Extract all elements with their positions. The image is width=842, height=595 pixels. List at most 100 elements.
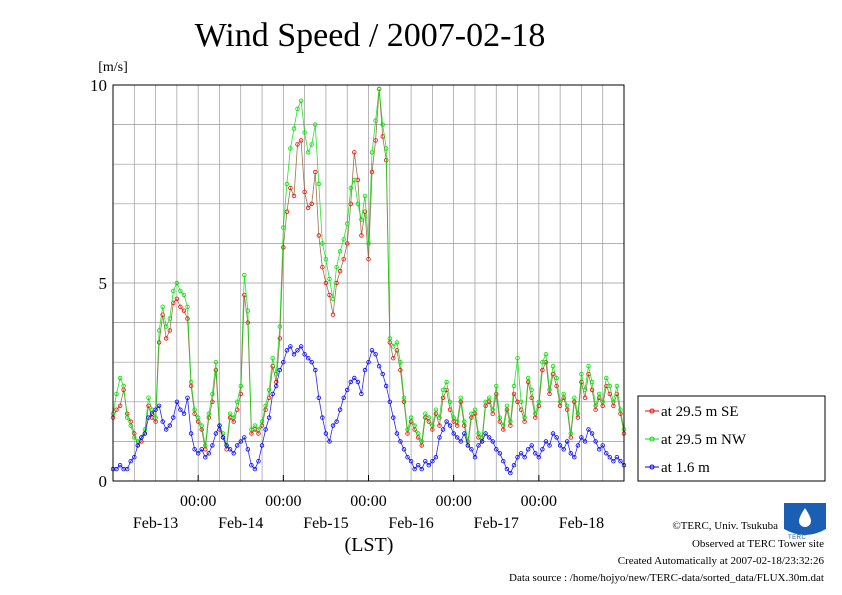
- data-point: [614, 455, 620, 460]
- data-point: [444, 419, 449, 424]
- data-point: [604, 451, 609, 456]
- data-point: [540, 367, 545, 373]
- data-point: [405, 431, 410, 436]
- data-point: [231, 415, 236, 420]
- data-point: [462, 423, 467, 428]
- data-point: [380, 371, 385, 377]
- data-point: [337, 268, 343, 274]
- data-point: [270, 391, 275, 397]
- data-point: [366, 257, 371, 262]
- data-point: [565, 439, 570, 444]
- data-point: [366, 241, 371, 246]
- data-point: [298, 138, 304, 143]
- data-point: [589, 387, 595, 393]
- data-point: [355, 201, 361, 206]
- data-point: [373, 352, 378, 357]
- y-tick-label: 5: [99, 274, 108, 293]
- data-point: [408, 459, 414, 464]
- data-point: [572, 395, 577, 400]
- data-point: [504, 403, 510, 408]
- data-point: [171, 415, 176, 420]
- data-point: [256, 431, 261, 436]
- data-point: [306, 205, 311, 210]
- data-point: [330, 423, 336, 428]
- data-point: [557, 399, 563, 404]
- data-point: [352, 375, 357, 381]
- data-point: [430, 459, 435, 464]
- data-point: [284, 209, 290, 214]
- legend-label: at 1.6 m: [661, 460, 710, 476]
- data-point: [327, 292, 332, 298]
- y-tick-label: 0: [99, 472, 108, 491]
- legend: at 29.5 m SE at 29.5 m NW at 1.6 m: [637, 395, 826, 482]
- data-point: [195, 451, 201, 456]
- data-point: [206, 451, 211, 456]
- data-point: [277, 324, 282, 329]
- data-point: [114, 391, 119, 397]
- data-point: [114, 407, 119, 412]
- data-point: [387, 336, 392, 341]
- data-point: [483, 431, 488, 436]
- data-point: [359, 391, 364, 397]
- data-point: [330, 312, 336, 317]
- data-point: [586, 364, 591, 369]
- data-point: [227, 447, 233, 452]
- data-point: [369, 348, 375, 353]
- data-point: [369, 169, 375, 175]
- data-point: [323, 257, 329, 262]
- data-point: [391, 344, 396, 349]
- data-point: [611, 403, 616, 408]
- data-point: [327, 439, 332, 444]
- data-point: [156, 403, 162, 408]
- data-point: [192, 407, 197, 412]
- data-point: [117, 403, 123, 408]
- data-point: [419, 443, 424, 448]
- data-point: [430, 423, 435, 428]
- data-point: [405, 455, 410, 460]
- data-point: [440, 427, 446, 432]
- data-point: [362, 193, 368, 199]
- data-point: [600, 399, 605, 404]
- data-point: [405, 427, 410, 432]
- data-point: [334, 419, 339, 424]
- data-point: [376, 86, 382, 92]
- data-point: [295, 106, 300, 111]
- data-point: [518, 399, 524, 404]
- data-point: [291, 126, 297, 131]
- data-point: [607, 455, 612, 460]
- data-point: [121, 383, 126, 389]
- data-point: [334, 265, 339, 270]
- data-point: [550, 371, 556, 377]
- data-point: [547, 443, 552, 448]
- data-point: [398, 360, 403, 365]
- data-series: [110, 86, 627, 476]
- data-point: [508, 419, 513, 424]
- data-point: [614, 383, 620, 389]
- data-point: [554, 435, 559, 440]
- data-point: [451, 431, 456, 436]
- data-point: [298, 98, 304, 103]
- data-point: [536, 455, 541, 460]
- data-point: [284, 181, 290, 187]
- data-point: [313, 169, 318, 175]
- data-point: [554, 383, 559, 389]
- data-point: [543, 352, 549, 357]
- data-point: [511, 463, 517, 468]
- data-point: [277, 367, 282, 373]
- data-point: [398, 367, 403, 373]
- data-point: [213, 431, 219, 436]
- data-point: [401, 395, 407, 400]
- data-point: [160, 419, 165, 424]
- data-point: [561, 447, 566, 452]
- data-point: [337, 249, 343, 254]
- data-point: [337, 407, 343, 412]
- data-point: [238, 439, 243, 444]
- data-point: [295, 348, 300, 353]
- data-point: [316, 395, 321, 400]
- data-point: [291, 352, 297, 357]
- data-point: [540, 360, 545, 365]
- x-date-label: Feb-13: [133, 515, 178, 532]
- x-time-tick-label: 00:00: [265, 493, 301, 510]
- data-point: [345, 221, 350, 226]
- data-point: [426, 415, 431, 420]
